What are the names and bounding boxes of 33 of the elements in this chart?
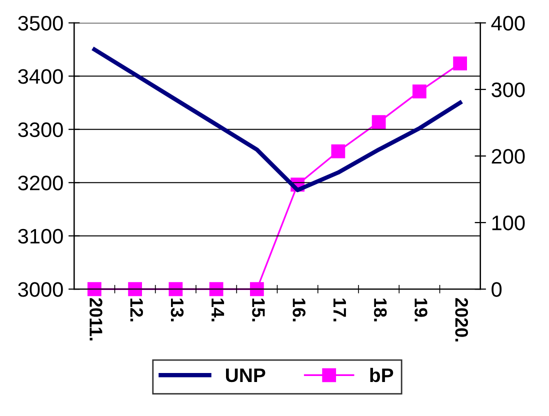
x-tick-label: 2020. xyxy=(455,298,468,342)
point xyxy=(331,144,346,158)
y2-tick-label: 300 xyxy=(492,82,525,98)
x-tick-label: 16. xyxy=(292,298,306,322)
x-tick-label: 2011. xyxy=(90,298,102,340)
x-tick-label: 15. xyxy=(252,298,265,322)
x-tick-label: 13. xyxy=(170,298,184,322)
point xyxy=(87,282,102,296)
y-tick-label: 3500 xyxy=(18,16,63,31)
x-tick-label: 19. xyxy=(414,298,428,322)
y2-tick-label: 100 xyxy=(492,216,525,230)
x-tick-label: 14. xyxy=(212,298,224,322)
point xyxy=(209,282,224,296)
point xyxy=(128,282,142,296)
point xyxy=(453,56,468,70)
y-tick-label: 3200 xyxy=(18,176,63,190)
y2-tick-label: 400 xyxy=(491,16,525,31)
legend-label: bP xyxy=(370,368,394,382)
y-tick-label: 3300 xyxy=(18,122,63,138)
point xyxy=(372,115,386,129)
x-tick-label: 18. xyxy=(374,298,387,322)
legend-label: UNP xyxy=(226,368,266,382)
point xyxy=(168,282,183,296)
y-tick-label: 3100 xyxy=(18,228,63,244)
point xyxy=(250,282,264,296)
x-tick-label: 17. xyxy=(334,298,346,322)
y-tick-label: 3400 xyxy=(18,69,63,84)
x-tick-label: 12. xyxy=(130,298,143,322)
y-tick-label: 3000 xyxy=(18,282,63,297)
y2-tick-label: 200 xyxy=(492,149,525,164)
line-series xyxy=(92,47,462,192)
point xyxy=(412,84,426,98)
y2-tick-label: 0 xyxy=(492,282,502,297)
